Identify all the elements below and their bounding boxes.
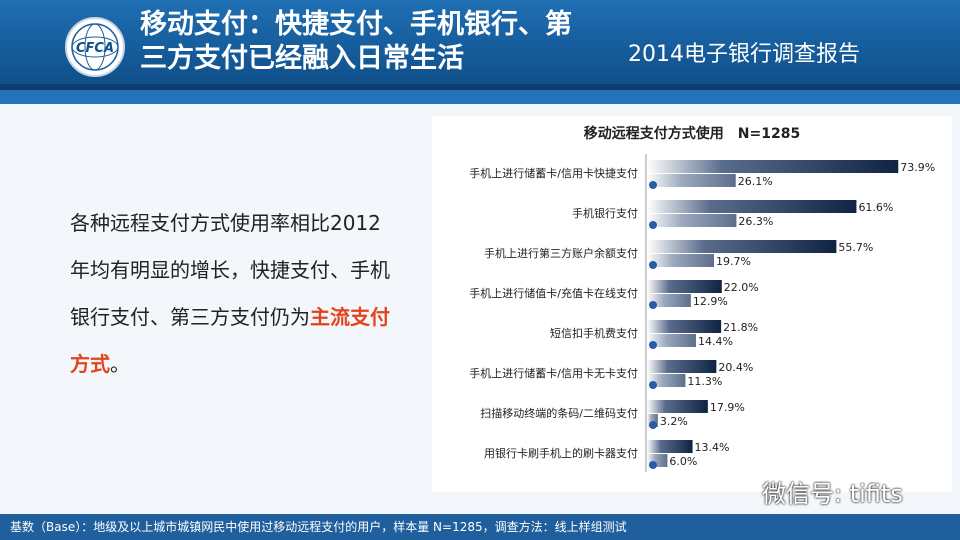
value-label-series-1: 22.0%: [724, 281, 759, 294]
row-marker: [649, 221, 657, 229]
chart-title: 移动远程支付方式使用 N=1285: [584, 125, 800, 142]
value-label-series-2: 3.2%: [660, 415, 688, 428]
value-label-series-1: 55.7%: [838, 241, 873, 254]
bar-series-2: [647, 294, 691, 307]
bar-series-1: [647, 440, 693, 453]
category-label: 手机上进行储蓄卡/信用卡无卡支付: [469, 366, 638, 380]
summary-text: 各种远程支付方式使用率相比2012年均有明显的增长，快捷支付、手机银行支付、第三…: [70, 200, 400, 388]
bar-series-1: [647, 320, 722, 333]
bar-series-2: [647, 174, 736, 187]
value-label-series-2: 14.4%: [698, 335, 733, 348]
bar-series-1: [647, 200, 857, 213]
category-label: 手机上进行储值卡/充值卡在线支付: [469, 286, 638, 300]
header-bar: [0, 0, 960, 84]
row-marker: [649, 301, 657, 309]
row-marker: [649, 421, 657, 429]
footer-note: 基数（Base）：地级及以上城市城镇网民中使用过移动远程支付的用户，样本量 N=…: [10, 520, 627, 534]
bar-series-2: [647, 214, 737, 227]
chart-panel: 移动远程支付方式使用 N=1285 手机上进行储蓄卡/信用卡快捷支付 73.9% 2…: [432, 116, 952, 492]
summary-text-part-1: 各种远程支付方式使用率相比2012年均有明显的增长，快捷支付、手机银行支付、第三…: [70, 211, 390, 329]
row-marker: [649, 181, 657, 189]
watermark: 微信号: tifits: [762, 480, 903, 508]
value-label-series-1: 61.6%: [858, 201, 893, 214]
bar-series-2: [647, 254, 714, 267]
category-label: 手机上进行储蓄卡/信用卡快捷支付: [469, 166, 638, 180]
bar-series-1: [647, 280, 722, 293]
category-label: 用银行卡刷手机上的刷卡器支付: [484, 446, 638, 460]
category-label: 手机上进行第三方账户余额支付: [484, 246, 638, 260]
page-title: 移动支付：快捷支付、手机银行、第 三方支付已经融入日常生活: [140, 8, 620, 76]
footer-bar: 基数（Base）：地级及以上城市城镇网民中使用过移动远程支付的用户，样本量 N=…: [0, 514, 960, 540]
category-label: 手机银行支付: [572, 206, 638, 220]
value-label-series-2: 26.3%: [738, 215, 773, 228]
report-name: 2014电子银行调查报告: [628, 42, 860, 67]
page-title-line-1: 移动支付：快捷支付、手机银行、第: [140, 9, 572, 40]
payment-methods-bar-chart: 移动远程支付方式使用 N=1285 手机上进行储蓄卡/信用卡快捷支付 73.9% 2…: [469, 125, 935, 472]
value-label-series-2: 26.1%: [738, 175, 773, 188]
bar-series-1: [647, 360, 717, 373]
value-label-series-1: 17.9%: [710, 401, 745, 414]
row-marker: [649, 461, 657, 469]
header-divider: [0, 84, 960, 90]
row-marker: [649, 341, 657, 349]
bar-series-2: [647, 334, 696, 347]
category-label: 扫描移动终端的条码/二维码支付: [480, 406, 638, 420]
bar-series-2: [647, 414, 658, 427]
value-label-series-1: 13.4%: [695, 441, 730, 454]
value-label-series-1: 21.8%: [723, 321, 758, 334]
value-label-series-2: 11.3%: [687, 375, 722, 388]
value-label-series-2: 19.7%: [716, 255, 751, 268]
page-title-line-2: 三方支付已经融入日常生活: [140, 43, 464, 74]
value-label-series-2: 12.9%: [693, 295, 728, 308]
row-marker: [649, 261, 657, 269]
value-label-series-1: 20.4%: [718, 361, 753, 374]
cfca-logo: CFCA: [65, 17, 125, 77]
logo-text: CFCA: [76, 41, 114, 56]
header-divider-lower: [0, 90, 960, 104]
summary-highlight: 主流支付方式: [70, 305, 390, 376]
value-label-series-1: 73.9%: [900, 161, 935, 174]
row-marker: [649, 381, 657, 389]
bar-series-1: [647, 240, 837, 253]
summary-text-part-2: 。: [110, 352, 130, 376]
bar-series-1: [647, 160, 899, 173]
value-label-series-2: 6.0%: [669, 455, 697, 468]
category-label: 短信扣手机费支付: [550, 326, 638, 340]
bar-series-1: [647, 400, 708, 413]
